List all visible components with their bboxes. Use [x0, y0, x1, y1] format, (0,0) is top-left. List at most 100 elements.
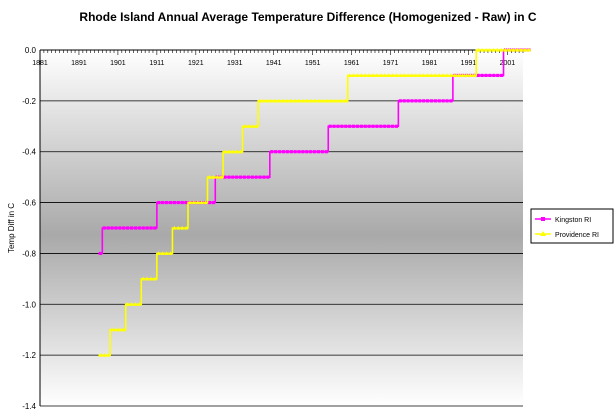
data-point: [106, 352, 111, 357]
data-point: [126, 226, 130, 230]
data-point: [242, 124, 247, 128]
data-point: [316, 150, 321, 154]
data-point: [339, 98, 344, 103]
data-point: [526, 47, 531, 52]
data-point: [270, 150, 274, 154]
data-point: [269, 98, 274, 103]
data-point: [355, 124, 360, 128]
data-point: [106, 226, 110, 230]
data-point: [492, 73, 496, 78]
x-tick-label: 1951: [305, 60, 321, 67]
data-point: [464, 73, 469, 78]
x-tick-label: 1921: [188, 60, 204, 67]
data-point: [355, 73, 360, 78]
data-point: [347, 73, 352, 78]
data-point: [262, 175, 266, 179]
y-axis-label: Temp Diff in C: [7, 203, 16, 253]
data-point: [234, 149, 239, 154]
data-point: [300, 98, 305, 103]
data-point: [133, 302, 138, 306]
data-point: [344, 124, 348, 128]
data-point: [110, 327, 115, 332]
data-point: [484, 73, 488, 78]
data-point: [371, 73, 376, 78]
data-point: [371, 124, 375, 128]
data-point: [258, 175, 262, 179]
data-point: [211, 200, 215, 205]
data-point: [359, 73, 364, 78]
data-point: [386, 73, 391, 78]
data-point: [164, 200, 169, 205]
x-tick-label: 1931: [227, 60, 243, 67]
data-point: [215, 174, 220, 179]
data-point: [448, 73, 453, 78]
data-point: [133, 226, 138, 230]
data-point: [343, 98, 348, 103]
data-point: [394, 124, 399, 128]
data-point: [409, 73, 414, 78]
x-tick-label: 1971: [383, 60, 399, 67]
data-point: [312, 98, 317, 103]
data-point: [184, 200, 188, 205]
data-point: [387, 124, 391, 128]
data-point: [250, 124, 255, 128]
data-point: [110, 226, 114, 230]
data-point: [156, 251, 161, 256]
y-tick-labels: 0.0 -0.2 -0.4 -0.6 -0.8 -1.0 -1.2 -1.4: [22, 46, 36, 411]
data-point: [328, 124, 332, 128]
data-point: [445, 73, 450, 78]
data-point: [437, 99, 441, 103]
data-point: [374, 73, 379, 78]
data-point: [176, 200, 180, 205]
data-point: [363, 73, 368, 78]
data-point: [495, 47, 500, 52]
data-point: [168, 200, 173, 205]
data-point: [121, 327, 126, 332]
data-point: [433, 73, 438, 78]
data-point: [421, 73, 426, 78]
data-point: [348, 124, 352, 128]
data-point: [452, 73, 457, 78]
legend-marker-kingston: [541, 217, 545, 221]
data-point: [413, 73, 418, 78]
data-point: [297, 98, 302, 103]
data-point: [445, 99, 449, 103]
x-tick-label: 1911: [149, 60, 164, 67]
data-point: [223, 149, 228, 154]
y-tick-label: -1.0: [22, 300, 36, 309]
data-point: [491, 47, 496, 52]
data-point: [230, 149, 235, 154]
data-point: [449, 99, 453, 103]
y-tick-label: -0.4: [22, 148, 36, 157]
data-point: [129, 302, 134, 306]
data-point: [176, 225, 181, 230]
data-point: [168, 251, 173, 256]
data-point: [383, 124, 387, 128]
data-point: [398, 99, 402, 103]
data-point: [149, 276, 154, 281]
data-point: [394, 73, 399, 78]
data-point: [313, 150, 317, 154]
data-point: [375, 124, 379, 128]
data-point: [122, 226, 126, 230]
data-point: [231, 175, 235, 179]
data-point: [378, 73, 383, 78]
data-point: [281, 98, 286, 103]
data-point: [118, 226, 122, 230]
data-point: [98, 251, 102, 256]
data-point: [199, 200, 204, 205]
data-point: [223, 175, 227, 179]
data-point: [219, 174, 224, 179]
data-point: [172, 225, 177, 230]
data-point: [480, 73, 484, 78]
data-point: [242, 175, 247, 179]
y-tick-label: -0.6: [22, 199, 36, 208]
data-point: [335, 98, 340, 103]
data-point: [425, 99, 430, 103]
series-providence-ri: [98, 47, 531, 357]
data-point: [141, 276, 146, 281]
data-point: [277, 150, 282, 154]
data-point: [254, 175, 258, 179]
data-point: [414, 99, 418, 103]
data-point: [301, 150, 305, 154]
